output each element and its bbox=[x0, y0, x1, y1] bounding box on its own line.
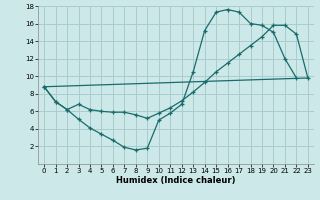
X-axis label: Humidex (Indice chaleur): Humidex (Indice chaleur) bbox=[116, 176, 236, 185]
